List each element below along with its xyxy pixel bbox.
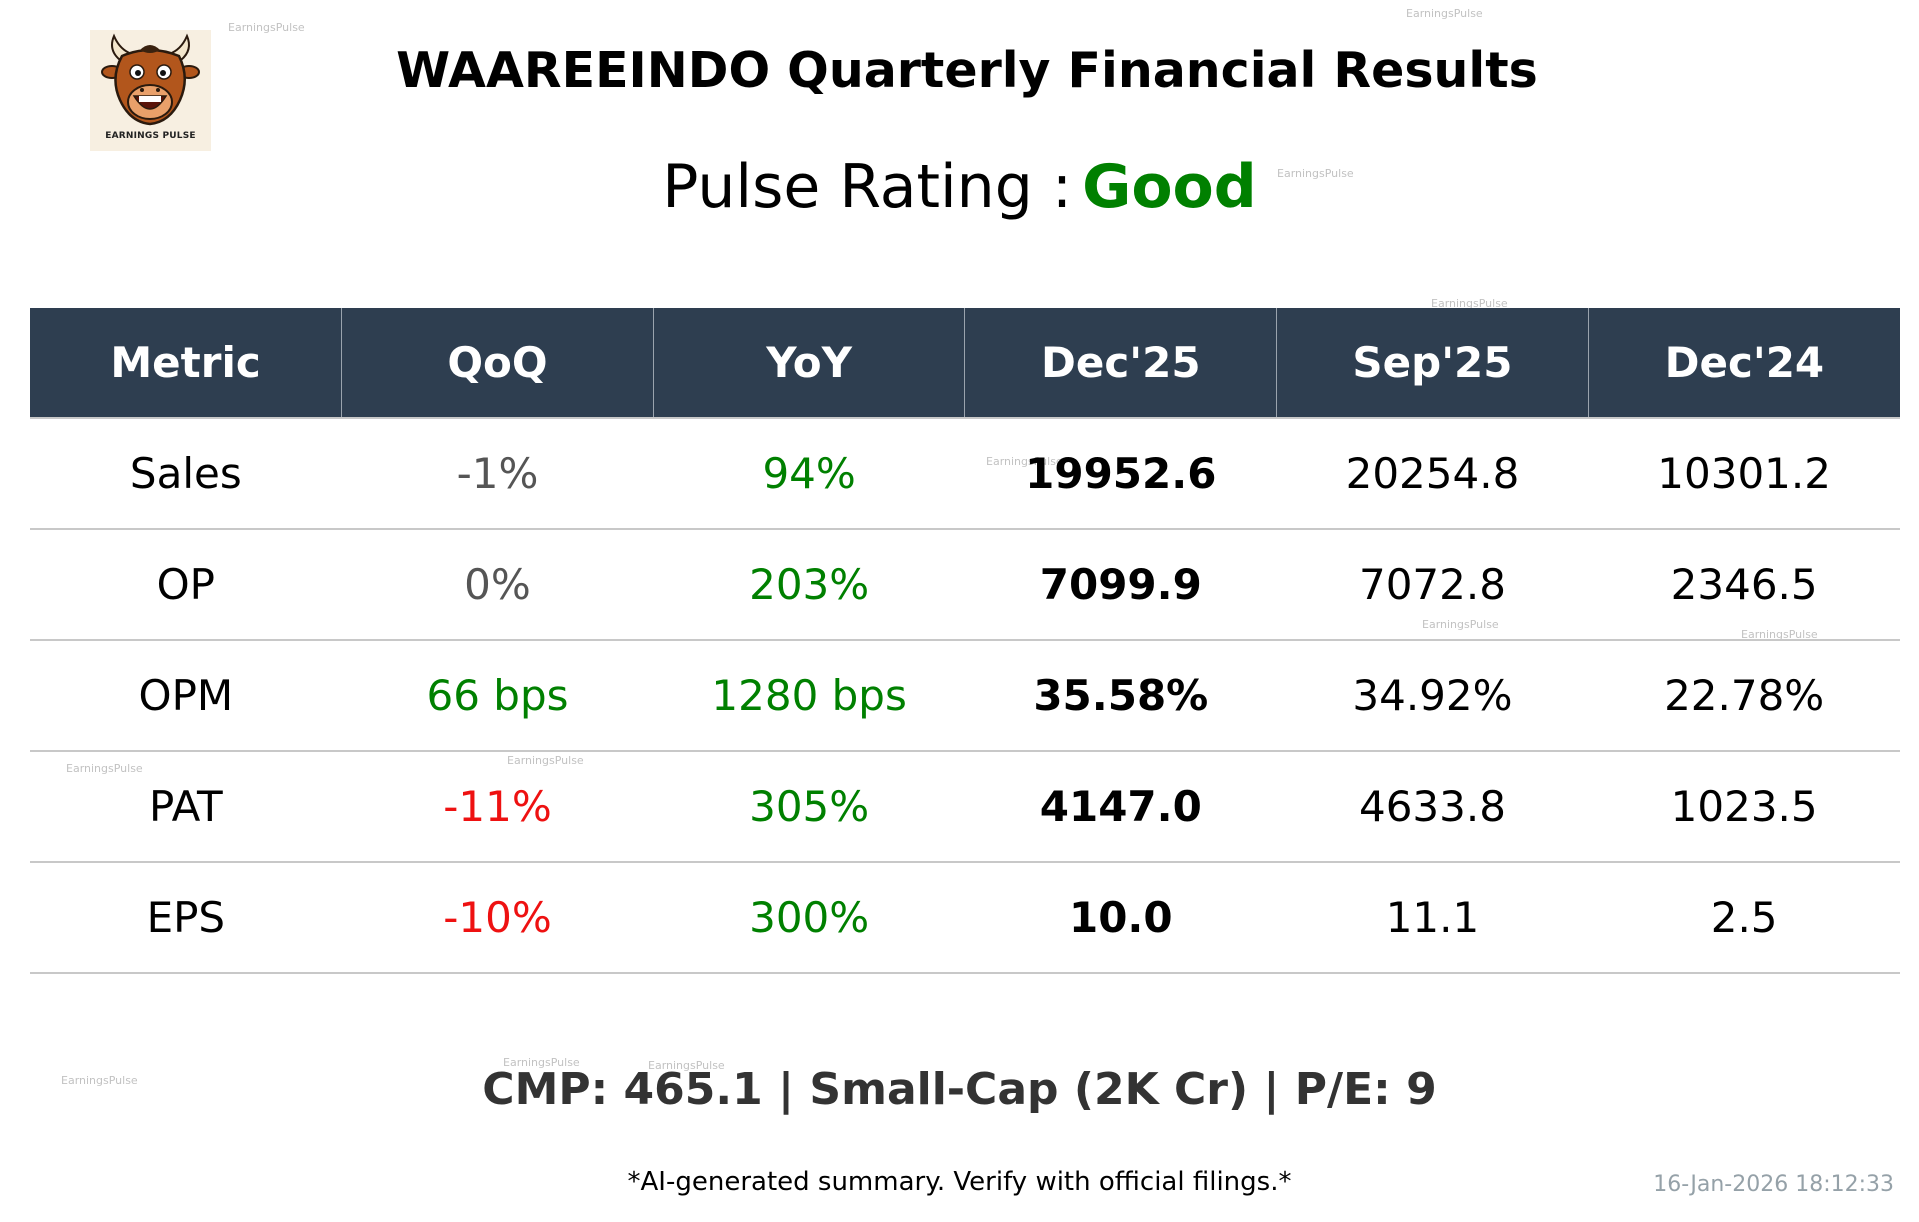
watermark-text: EarningsPulse (228, 21, 305, 34)
pulse-rating: Pulse Rating : Good (0, 152, 1919, 222)
dec25-cell: 35.58% (964, 640, 1277, 752)
rating-value: Good (1082, 152, 1257, 222)
dec24-cell: 10301.2 (1588, 417, 1900, 530)
header-metric: Metric (30, 308, 343, 418)
sep25-cell: 7072.8 (1276, 529, 1589, 641)
rating-label: Pulse Rating : (662, 152, 1073, 222)
metric-cell: PAT (30, 751, 342, 863)
yoy-cell: 305% (653, 751, 965, 863)
table-header-row: Metric QoQ YoY Dec'25 Sep'25 Dec'24 (30, 308, 1900, 418)
qoq-cell: -11% (341, 751, 654, 863)
table-row: Sales -1% 94% 19952.6 20254.8 10301.2 (30, 417, 1900, 530)
header-dec24: Dec'24 (1588, 308, 1900, 418)
sep25-cell: 11.1 (1276, 862, 1589, 974)
watermark-text: EarningsPulse (648, 1059, 725, 1072)
disclaimer-text: *AI-generated summary. Verify with offic… (627, 1167, 1292, 1197)
yoy-cell: 94% (653, 417, 965, 530)
dec25-cell: 4147.0 (964, 751, 1277, 863)
results-table: Metric QoQ YoY Dec'25 Sep'25 Dec'24 Sale… (30, 308, 1900, 974)
metric-cell: EPS (30, 862, 342, 974)
watermark-text: EarningsPulse (1277, 167, 1354, 180)
table-row: OP 0% 203% 7099.9 7072.8 2346.5 (30, 529, 1900, 641)
header-qoq: QoQ (341, 308, 654, 418)
table-row: OPM 66 bps 1280 bps 35.58% 34.92% 22.78% (30, 640, 1900, 752)
qoq-cell: -10% (341, 862, 654, 974)
header-yoy: YoY (653, 308, 966, 418)
metric-cell: Sales (30, 417, 342, 530)
qoq-cell: -1% (341, 417, 654, 530)
earnings-pulse-logo: EARNINGS PULSE (90, 30, 211, 151)
watermark-text: EarningsPulse (61, 1074, 138, 1087)
table-row: EPS -10% 300% 10.0 11.1 2.5 (30, 862, 1900, 974)
watermark-text: EarningsPulse (1406, 7, 1483, 20)
dec25-cell: 10.0 (964, 862, 1277, 974)
timestamp: 16-Jan-2026 18:12:33 (1653, 1172, 1894, 1197)
market-summary: CMP: 465.1 | Small-Cap (2K Cr) | P/E: 9 (482, 1064, 1437, 1115)
metric-cell: OP (30, 529, 342, 641)
dec25-cell: 19952.6 (964, 417, 1277, 530)
watermark-text: EarningsPulse (503, 1056, 580, 1069)
bull-icon (101, 33, 200, 126)
dec24-cell: 22.78% (1588, 640, 1900, 752)
logo-text: EARNINGS PULSE (105, 131, 196, 141)
header-sep25: Sep'25 (1276, 308, 1589, 418)
sep25-cell: 4633.8 (1276, 751, 1589, 863)
sep25-cell: 34.92% (1276, 640, 1589, 752)
metric-cell: OPM (30, 640, 342, 752)
watermark-text: EarningsPulse (1431, 297, 1508, 310)
yoy-cell: 300% (653, 862, 965, 974)
dec24-cell: 2346.5 (1588, 529, 1900, 641)
qoq-cell: 0% (341, 529, 654, 641)
dec25-cell: 7099.9 (964, 529, 1277, 641)
table-row: PAT -11% 305% 4147.0 4633.8 1023.5 (30, 751, 1900, 863)
qoq-cell: 66 bps (341, 640, 654, 752)
dec24-cell: 2.5 (1588, 862, 1900, 974)
dec24-cell: 1023.5 (1588, 751, 1900, 863)
yoy-cell: 1280 bps (653, 640, 965, 752)
page-title: WAAREEINDO Quarterly Financial Results (396, 42, 1538, 99)
sep25-cell: 20254.8 (1276, 417, 1589, 530)
yoy-cell: 203% (653, 529, 965, 641)
header-dec25: Dec'25 (964, 308, 1278, 418)
